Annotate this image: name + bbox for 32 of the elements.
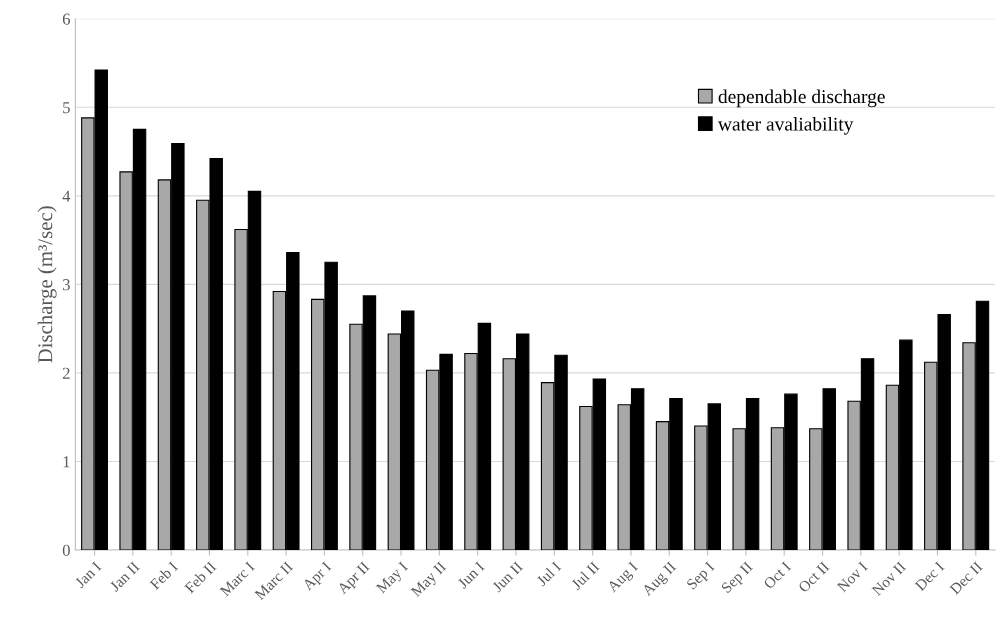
- y-tick-label: 6: [62, 13, 71, 25]
- y-tick-label: 5: [63, 102, 70, 114]
- x-tick-label: Oct I: [763, 561, 792, 590]
- x-tick-label: Nov II: [871, 561, 907, 597]
- legend-label: dependable discharge: [718, 89, 885, 108]
- x-tick-label: Jun II: [491, 561, 524, 593]
- y-tick-label: 4: [62, 190, 71, 202]
- x-tick-label: Dec I: [914, 561, 945, 592]
- x-tick-label: Aug I: [606, 561, 641, 596]
- legend-label: water avaliability: [717, 117, 854, 135]
- y-tick-label: 0: [62, 544, 70, 556]
- x-tick-label: Feb I: [148, 560, 179, 591]
- y-tick-label: 3: [62, 279, 70, 291]
- x-tick-label: Oct II: [797, 561, 830, 594]
- x-tick-label: Apr I: [301, 561, 334, 594]
- y-tick-label: 2: [62, 367, 70, 379]
- y-axis-title: Discharge (m³/sec): [37, 206, 57, 363]
- x-tick-label: Sep II: [720, 561, 756, 596]
- x-tick-label: Jan I: [74, 561, 102, 589]
- x-tick-label: Dec II: [949, 561, 984, 595]
- x-tick-label: Apr II: [336, 561, 373, 597]
- x-tick-label: Jul I: [535, 560, 562, 587]
- x-tick-label: Feb II: [183, 560, 217, 594]
- x-tick-label: Sep I: [686, 561, 717, 592]
- x-tick-label: Jul II: [570, 560, 600, 591]
- x-tick-label: Aug II: [641, 561, 679, 599]
- x-tick-label: May II: [410, 561, 449, 600]
- y-tick-label: 1: [63, 456, 70, 468]
- x-tick-label: May I: [375, 561, 411, 596]
- x-tick-label: Nov I: [836, 561, 869, 593]
- x-tick-label: Jun I: [457, 561, 485, 590]
- x-tick-label: Jan II: [109, 561, 141, 593]
